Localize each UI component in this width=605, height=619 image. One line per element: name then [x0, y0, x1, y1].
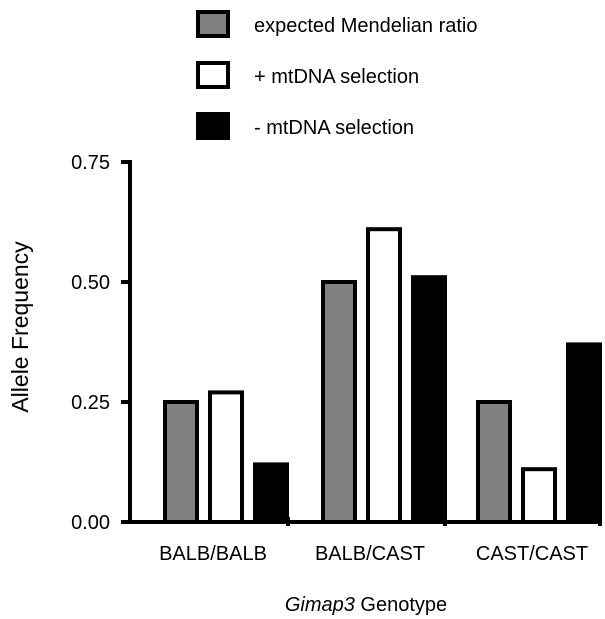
x-tick-label: BALB/CAST	[315, 543, 425, 565]
bars	[163, 227, 602, 525]
axes	[128, 162, 602, 526]
legend-swatch	[196, 112, 230, 140]
bar	[566, 342, 602, 524]
bar	[321, 280, 357, 524]
x-axis-label-rest: Genotype	[355, 594, 447, 616]
legend-swatch	[196, 10, 230, 38]
y-tick-label: 0.00	[71, 512, 110, 534]
x-axis-label-italic: Gimap3	[285, 594, 355, 616]
bar	[521, 467, 557, 525]
y-tick-label: 0.75	[71, 152, 110, 174]
x-tick-label: CAST/CAST	[476, 543, 588, 565]
legend: expected Mendelian ratio + mtDNA selectio…	[196, 10, 477, 140]
x-tick-labels: BALB/BALB BALB/CAST CAST/CAST	[159, 543, 588, 565]
y-ticks: 0.00 0.25 0.50 0.75	[71, 152, 132, 534]
legend-label: + mtDNA selection	[254, 66, 419, 88]
x-axis-label: Gimap3 Genotype	[285, 594, 447, 616]
bar	[476, 400, 512, 524]
y-axis-label: Allele Frequency	[7, 241, 33, 413]
legend-label: expected Mendelian ratio	[254, 15, 477, 37]
bar	[411, 275, 447, 525]
bar	[163, 400, 199, 524]
bar	[366, 227, 402, 524]
bar	[208, 390, 244, 524]
x-tick-label: BALB/BALB	[159, 543, 267, 565]
legend-swatch	[196, 61, 230, 89]
y-tick-label: 0.25	[71, 392, 110, 414]
y-tick-label: 0.50	[71, 272, 110, 294]
bar	[253, 462, 289, 524]
legend-label: - mtDNA selection	[254, 117, 414, 139]
